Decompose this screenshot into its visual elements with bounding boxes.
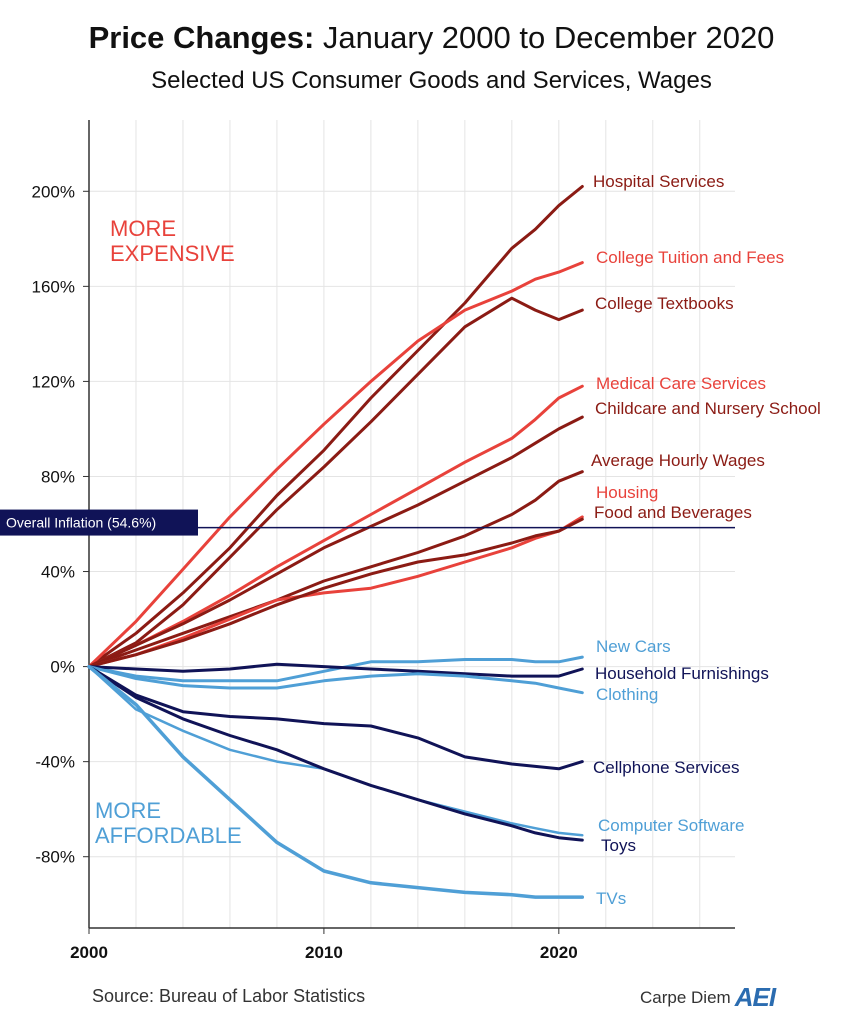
series-line (87, 296, 584, 669)
inflation-label: Overall Inflation (54.6%) (6, 515, 156, 531)
y-tick-label: 160% (32, 277, 75, 296)
series-line (87, 664, 585, 899)
series-line (87, 515, 584, 669)
series-line (87, 665, 584, 842)
annotation-more-expensive-1: MORE (110, 216, 176, 241)
y-tick-label: 200% (32, 182, 75, 201)
series-label-average-hourly-wages: Average Hourly Wages (591, 451, 765, 470)
series-label-college-tuition-and-fees: College Tuition and Fees (596, 248, 784, 267)
y-tick-label: 80% (41, 467, 75, 486)
series-line (87, 261, 584, 669)
series-label-new-cars: New Cars (596, 637, 671, 656)
y-tick-label: -80% (35, 848, 75, 867)
inflation-label-box (0, 509, 198, 536)
chart-title: Price Changes: January 2000 to December … (0, 18, 863, 58)
series-label-food-and-beverages: Food and Beverages (594, 503, 752, 522)
series-label-cellphone-services: Cellphone Services (593, 758, 739, 777)
series-label-medical-care-services: Medical Care Services (596, 374, 766, 393)
annotation-more-affordable-2: AFFORDABLE (95, 823, 242, 848)
series-line (87, 665, 584, 771)
series-line (87, 662, 584, 678)
y-tick-label: 120% (32, 372, 75, 391)
y-tick-label: -40% (35, 753, 75, 772)
series-line (87, 655, 584, 683)
series-label-toys: Toys (601, 836, 636, 855)
series-label-housing: Housing (596, 483, 658, 502)
series-label-childcare-and-nursery-school: Childcare and Nursery School (595, 399, 821, 418)
series-label-clothing: Clothing (596, 685, 658, 704)
series-line (87, 185, 584, 669)
series-line (87, 384, 584, 669)
annotation-more-affordable-1: MORE (95, 798, 161, 823)
chart-title-bold: Price Changes: (88, 20, 315, 55)
brand-text: Carpe Diem (640, 988, 731, 1007)
y-tick-label: 0% (50, 658, 75, 677)
x-tick-label: 2010 (305, 943, 343, 962)
series-label-college-textbooks: College Textbooks (595, 294, 734, 313)
aei-logo-icon: AEI (734, 982, 776, 1012)
chart-title-rest: January 2000 to December 2020 (322, 20, 775, 55)
series-line (87, 665, 584, 695)
brand-logo: Carpe Diem AEI (640, 982, 776, 1013)
chart-subtitle: Selected US Consumer Goods and Services,… (151, 67, 712, 94)
x-tick-label: 2000 (70, 943, 108, 962)
series-label-tvs: TVs (596, 889, 626, 908)
x-tick-label: 2020 (540, 943, 578, 962)
series-label-household-furnishings: Household Furnishings (595, 664, 769, 683)
y-tick-label: 40% (41, 563, 75, 582)
source-note: Source: Bureau of Labor Statistics (92, 986, 366, 1006)
series-label-computer-software: Computer Software (598, 816, 744, 835)
chart-title-block: Price Changes: January 2000 to December … (0, 18, 863, 98)
series-line (87, 517, 584, 669)
series-line (87, 665, 584, 837)
series-line (87, 470, 584, 669)
series-line (87, 415, 584, 669)
annotation-more-expensive-2: EXPENSIVE (110, 241, 235, 266)
series-label-hospital-services: Hospital Services (593, 172, 724, 191)
